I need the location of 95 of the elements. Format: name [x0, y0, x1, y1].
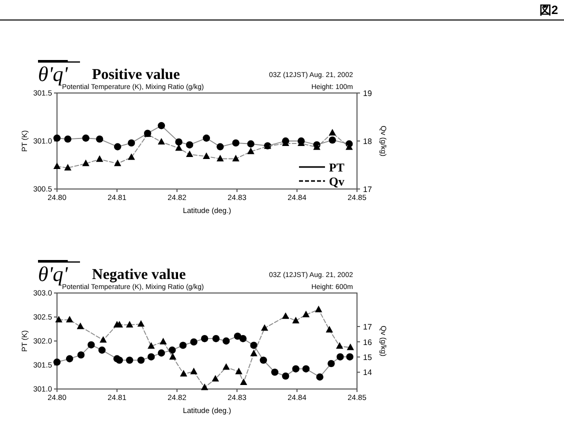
point	[292, 365, 300, 372]
y2-tick-label: 19	[363, 89, 372, 98]
point	[175, 144, 182, 151]
point	[137, 356, 145, 364]
y2-tick-label: 16	[363, 338, 372, 347]
point	[55, 316, 62, 322]
point	[250, 342, 258, 349]
point	[326, 326, 333, 332]
chart-title: θ'q'	[38, 62, 68, 86]
point	[114, 143, 122, 150]
y2-tick-label: 15	[363, 353, 372, 362]
point	[302, 365, 310, 372]
point	[222, 363, 230, 370]
point	[201, 335, 208, 342]
point	[222, 337, 230, 345]
caption: 図2	[539, 3, 558, 17]
point	[316, 373, 324, 381]
point	[96, 155, 104, 162]
point	[282, 372, 290, 380]
point	[126, 320, 134, 328]
point	[88, 341, 95, 348]
point	[148, 353, 155, 360]
point	[186, 150, 194, 158]
point	[175, 138, 182, 146]
point	[216, 143, 224, 150]
point	[235, 368, 242, 374]
chart-subtitle: Negative value	[92, 267, 186, 283]
point	[126, 356, 134, 364]
point	[234, 332, 242, 340]
point	[302, 310, 310, 318]
point	[212, 374, 219, 382]
point	[216, 154, 224, 162]
point	[190, 338, 198, 346]
chart-title: θ'q'	[38, 262, 68, 286]
legend-label: PT	[329, 160, 344, 174]
point	[328, 360, 335, 368]
point	[247, 140, 254, 148]
point	[96, 135, 104, 143]
point	[158, 122, 165, 130]
point	[98, 346, 106, 354]
point	[77, 351, 85, 359]
point	[128, 153, 135, 160]
point	[247, 148, 254, 154]
point	[201, 383, 208, 390]
point	[202, 134, 210, 142]
point	[53, 358, 61, 366]
y2-tick-label: 17	[363, 322, 372, 332]
point	[261, 324, 268, 331]
point	[179, 342, 187, 349]
point	[64, 135, 72, 143]
point	[168, 346, 176, 354]
point	[292, 316, 300, 324]
point	[336, 353, 344, 360]
point	[53, 162, 61, 170]
point	[282, 312, 290, 319]
point	[260, 356, 267, 364]
point	[315, 306, 322, 312]
point	[239, 335, 247, 342]
point	[53, 134, 61, 142]
point	[328, 128, 336, 136]
point	[212, 335, 220, 342]
point	[116, 356, 123, 364]
y2-tick-label: 18	[363, 137, 372, 146]
point	[82, 160, 90, 166]
point	[66, 316, 74, 322]
point	[137, 320, 145, 327]
point	[128, 139, 135, 147]
point	[114, 160, 122, 166]
chart-subtitle: Positive value	[92, 67, 180, 83]
point	[232, 154, 240, 162]
point	[158, 138, 165, 145]
point	[346, 353, 354, 360]
point	[158, 349, 165, 357]
point	[64, 164, 72, 170]
point	[180, 370, 188, 377]
point	[148, 342, 155, 349]
point	[169, 353, 176, 360]
point	[328, 136, 336, 144]
y2-tick-label: 17	[363, 185, 372, 194]
y2-tick-label: 14	[363, 368, 372, 378]
legend-label: Qv	[329, 174, 344, 188]
point	[76, 322, 84, 330]
point	[190, 368, 198, 374]
point	[202, 152, 210, 159]
point	[250, 350, 258, 356]
point	[346, 344, 354, 350]
point	[66, 355, 74, 362]
point	[240, 378, 248, 386]
point	[336, 342, 344, 349]
point	[82, 134, 90, 142]
point	[100, 336, 107, 343]
point	[160, 338, 167, 344]
point	[232, 139, 240, 147]
point	[186, 141, 194, 148]
point	[271, 368, 278, 376]
